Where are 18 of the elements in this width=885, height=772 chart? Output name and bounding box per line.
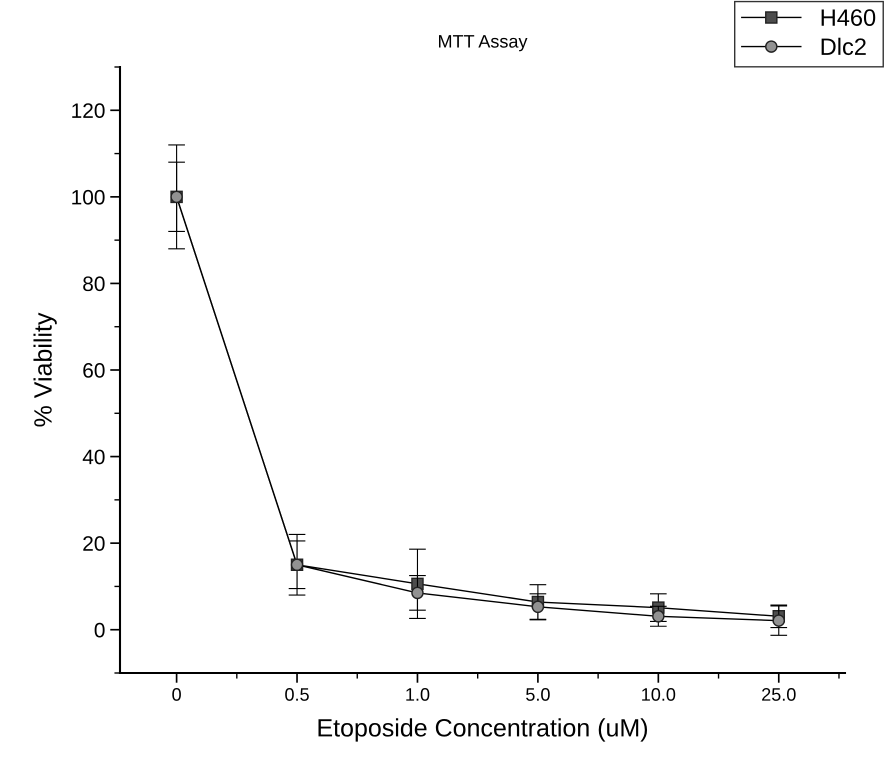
- x-tick-label: 25.0: [762, 688, 796, 701]
- x-tick-label: 1.0: [406, 688, 430, 701]
- y-tick-label: 60: [83, 363, 105, 378]
- y-tick-label: 20: [83, 536, 105, 551]
- y-axis-title: % Viability: [33, 312, 57, 427]
- y-tick-label: 120: [72, 103, 105, 118]
- x-tick-label: 10.0: [642, 688, 676, 701]
- legend-label: H460: [822, 9, 876, 26]
- chart-title: MTT Assay: [438, 35, 528, 52]
- x-tick-label: 0.5: [285, 688, 309, 701]
- y-tick-label: 40: [82, 450, 105, 464]
- y-tick-label: 0: [94, 622, 105, 638]
- x-axis-title: Etoposide Concentration (uM): [318, 718, 648, 742]
- y-tick-label: 80: [83, 276, 105, 292]
- x-tick-label: 0: [172, 688, 181, 701]
- x-tick-label: 5.0: [526, 688, 550, 701]
- y-tick-label: 100: [72, 190, 105, 205]
- legend-label: Dlc2: [822, 38, 866, 56]
